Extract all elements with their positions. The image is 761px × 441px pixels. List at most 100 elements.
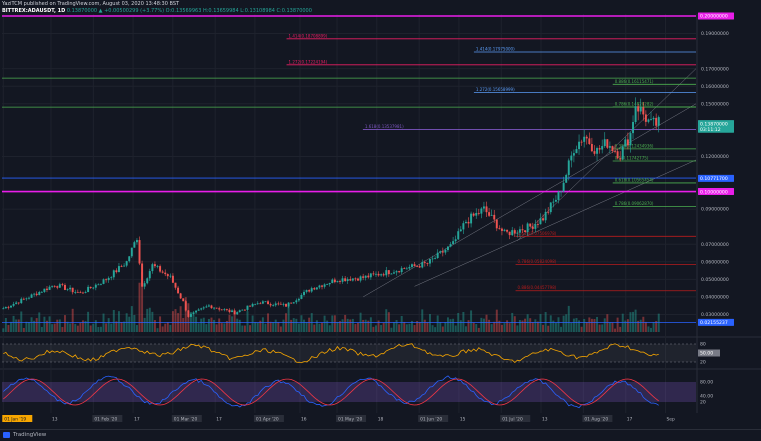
volume-bar xyxy=(606,314,609,332)
volume-bar xyxy=(395,320,398,332)
candle-body xyxy=(539,218,542,225)
candle-body xyxy=(102,279,105,284)
candle-body xyxy=(89,286,92,289)
candle-body xyxy=(634,106,637,122)
volume-bar xyxy=(657,313,660,332)
chart-svg[interactable]: 1.414(0.18708899) 1.414(0.17975000) 1.272(… xyxy=(0,0,761,430)
volume-bar xyxy=(490,324,493,332)
volume-bar xyxy=(53,323,56,332)
volume-bar xyxy=(220,323,223,332)
candle-body xyxy=(632,121,635,134)
candle-body xyxy=(112,270,115,278)
candle-body xyxy=(123,265,126,267)
candle-body xyxy=(295,300,298,303)
level-label: 0.618(0.10565454) xyxy=(615,177,654,182)
volume-bar xyxy=(33,320,36,332)
x-tick-label: 01 Jul '20 xyxy=(502,416,523,422)
candle-body xyxy=(403,268,406,270)
x-tick-label: 18 xyxy=(378,416,384,422)
candle-body xyxy=(588,138,591,144)
volume-bar xyxy=(300,315,303,332)
candle-body xyxy=(647,119,650,122)
x-tick-label: 01 Aug '20 xyxy=(584,416,608,422)
candle-body xyxy=(56,286,59,288)
x-tick-label: 01 May '20 xyxy=(338,416,362,422)
volume-bar xyxy=(87,311,90,332)
volume-bar xyxy=(500,324,503,332)
rsi-line xyxy=(3,343,659,364)
candle-body xyxy=(375,273,377,275)
candle-body xyxy=(66,289,69,291)
volume-bar xyxy=(562,315,565,332)
candle-body xyxy=(341,278,344,282)
candle-body xyxy=(92,287,95,289)
candle-body xyxy=(431,258,434,260)
candle-body xyxy=(46,288,48,290)
volume-bar xyxy=(241,325,244,332)
candle-body xyxy=(624,139,627,147)
rsi-axis-label: 50.00 xyxy=(700,351,713,357)
volume-bar xyxy=(423,319,426,332)
volume-bar xyxy=(485,314,488,332)
publish-info: YaziTCM published on TradingView.com, Au… xyxy=(2,1,180,7)
price-tick-label: 0.16000000 xyxy=(701,84,729,90)
volume-bar xyxy=(218,318,221,332)
candle-body xyxy=(590,143,593,152)
volume-bar xyxy=(436,315,439,332)
trend-channel-line xyxy=(363,103,697,298)
volume-bar xyxy=(28,322,30,332)
volume-bar xyxy=(619,326,622,332)
volume-bar xyxy=(403,321,406,332)
candle-body xyxy=(449,244,452,247)
candle-body xyxy=(552,201,555,203)
candle-body xyxy=(362,276,365,278)
volume-bar xyxy=(480,317,483,332)
volume-bar xyxy=(364,319,367,332)
candle-body xyxy=(408,266,411,269)
candle-body xyxy=(601,146,604,150)
volume-bar xyxy=(182,318,185,332)
volume-bar xyxy=(133,314,136,332)
volume-bar xyxy=(195,316,198,332)
volume-bar xyxy=(652,322,655,332)
candle-body xyxy=(61,284,64,286)
candle-body xyxy=(339,281,341,282)
volume-bar xyxy=(120,322,123,332)
candle-body xyxy=(398,271,401,273)
x-axis-badge xyxy=(92,415,123,422)
candle-body xyxy=(572,153,575,156)
candle-body xyxy=(580,141,583,143)
volume-bar xyxy=(117,311,120,332)
volume-bar xyxy=(634,309,637,332)
volume-bar xyxy=(321,322,323,332)
candle-body xyxy=(441,251,444,253)
volume-bar xyxy=(472,322,475,332)
candle-body xyxy=(215,307,218,309)
volume-bar xyxy=(151,311,154,332)
candle-body xyxy=(513,230,516,234)
volume-bar xyxy=(323,315,326,332)
candle-body xyxy=(511,230,514,236)
volume-bar xyxy=(416,321,419,332)
candle-body xyxy=(238,310,241,313)
volume-bar xyxy=(434,327,437,332)
candle-body xyxy=(30,294,33,298)
candle-body xyxy=(608,146,611,148)
symbol-title[interactable]: BITTREX:ADAUSDT, 1D xyxy=(2,8,66,14)
volume-bar xyxy=(339,321,341,332)
candle-body xyxy=(470,213,473,224)
x-axis-badge xyxy=(336,415,367,422)
candle-body xyxy=(7,306,10,308)
x-axis-badge xyxy=(253,415,284,422)
volume-bar xyxy=(297,323,300,332)
candle-body xyxy=(285,303,288,307)
candle-body xyxy=(344,278,347,281)
volume-bar xyxy=(92,323,95,332)
volume-bar xyxy=(351,318,354,332)
candle-body xyxy=(652,117,655,120)
candle-body xyxy=(205,306,208,308)
volume-bar xyxy=(549,315,552,332)
volume-bar xyxy=(331,315,334,332)
volume-bar xyxy=(308,317,311,332)
candle-body xyxy=(10,305,12,308)
